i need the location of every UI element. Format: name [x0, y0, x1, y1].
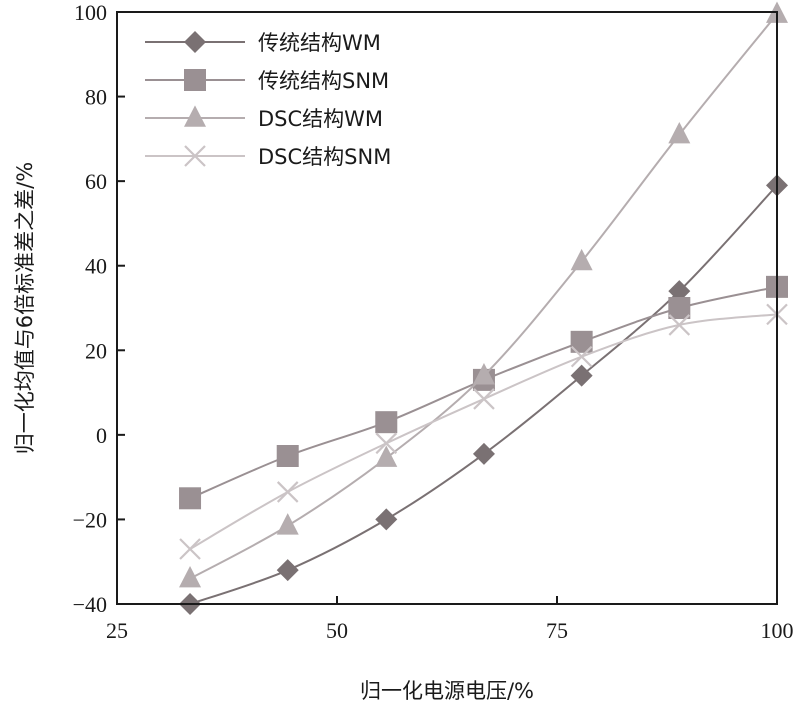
square-point: [179, 487, 202, 510]
series-line: [189, 13, 778, 580]
legend-label: DSC结构SNM: [258, 145, 391, 169]
triangle-point: [570, 248, 593, 271]
triangle-point: [184, 105, 206, 127]
legend-item: DSC结构WM: [145, 105, 383, 131]
y-tick-label: 20: [85, 338, 107, 363]
cross-point: [668, 314, 691, 336]
series: [179, 275, 788, 510]
cross-point: [276, 481, 299, 503]
triangle-point: [276, 513, 299, 535]
series: [179, 174, 788, 615]
y-tick-label: 0: [96, 423, 107, 448]
diamond-point: [570, 364, 593, 387]
triangle-point: [472, 363, 495, 385]
diamond-point: [472, 442, 495, 465]
diamond-point: [276, 559, 299, 582]
series-line: [189, 313, 778, 550]
series-layer: [179, 1, 788, 615]
x-tick-label: 50: [326, 618, 348, 643]
x-tick-label: 25: [106, 618, 128, 643]
y-tick-label: −40: [73, 592, 107, 617]
square-point: [375, 411, 398, 434]
square-point: [668, 297, 691, 319]
cross-point: [375, 432, 398, 455]
y-tick-label: 80: [85, 85, 107, 110]
series-line: [189, 184, 778, 605]
y-tick-label: 40: [85, 254, 107, 279]
y-tick-label: 60: [85, 169, 107, 194]
y-tick-label: 100: [74, 0, 107, 25]
square-point: [276, 445, 299, 467]
y-tick-label: −20: [73, 507, 107, 532]
legend-item: DSC结构SNM: [145, 145, 391, 169]
y-axis-title: 归一化均值与6倍标准差之差/%: [13, 162, 37, 454]
legend-label: 传统结构SNM: [258, 69, 389, 93]
series: [179, 303, 788, 560]
cross-point: [570, 345, 593, 368]
legend-label: 传统结构WM: [258, 31, 381, 55]
legend-item: 传统结构WM: [145, 31, 381, 55]
diamond-point: [375, 508, 398, 531]
x-tick-label: 75: [546, 618, 568, 643]
legend: 传统结构WM 传统结构SNM DSC结构WM DSC结构SNM: [145, 31, 391, 169]
cross-point: [179, 538, 201, 560]
plot-frame: [116, 11, 778, 605]
triangle-point: [179, 565, 202, 588]
x-tick-label: 100: [761, 618, 794, 643]
diamond-point: [184, 31, 206, 53]
square-point: [570, 330, 593, 353]
legend-item: 传统结构SNM: [145, 69, 389, 93]
diamond-point: [668, 280, 691, 303]
legend-label: DSC结构WM: [258, 107, 383, 131]
triangle-point: [668, 121, 691, 144]
square-point: [184, 69, 206, 91]
tick-layer: 25 50 75 100 −40 −20 0 20 40 60 80 100: [73, 0, 794, 643]
cross-point: [473, 388, 495, 410]
x-axis-title: 归一化电源电压/%: [360, 679, 534, 703]
triangle-point: [375, 445, 398, 467]
cross-point: [184, 145, 206, 167]
